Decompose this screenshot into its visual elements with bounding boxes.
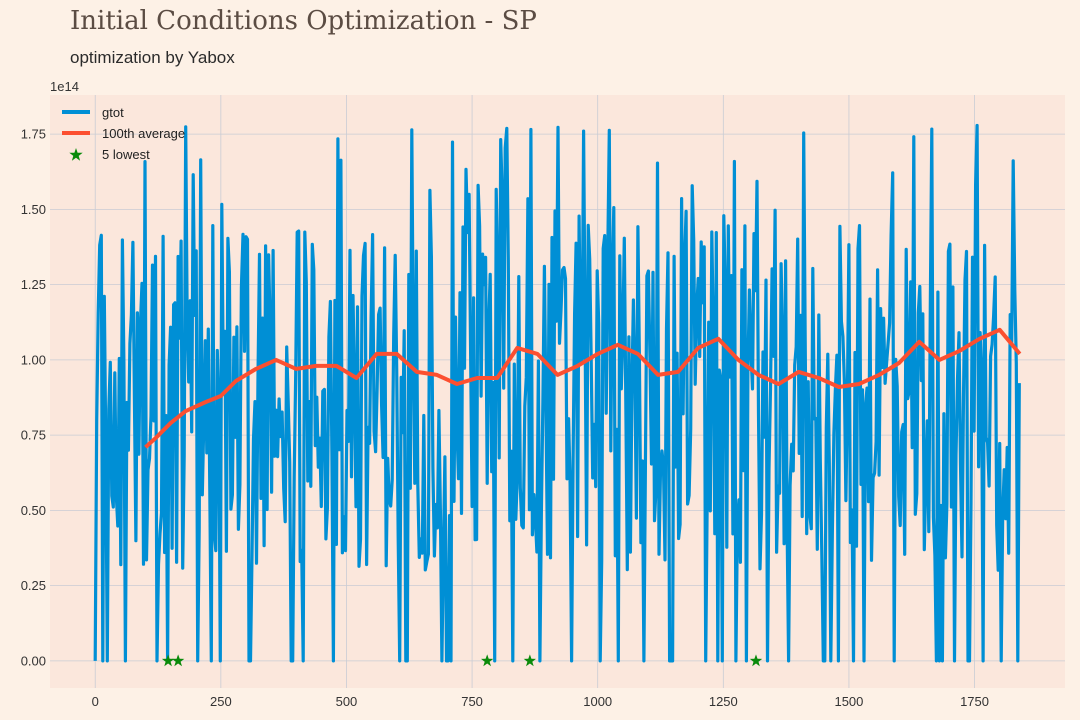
legend-label: 100th average [102, 126, 185, 141]
series-line-100th-average [144, 327, 1022, 449]
series-line-gtot [93, 123, 1021, 663]
legend-swatch-5-lowest [69, 148, 83, 161]
y-tick-label: 1.00 [21, 352, 46, 367]
y-tick-label: 1.75 [21, 127, 46, 142]
x-tick-label: 1750 [960, 694, 989, 709]
lowest-point-marker [749, 654, 763, 667]
lowest-point-marker [171, 654, 185, 667]
y-tick-label: 0.75 [21, 428, 46, 443]
lowest-point-marker [161, 654, 175, 667]
x-tick-label: 1000 [583, 694, 612, 709]
lowest-point-marker [523, 654, 536, 667]
chart-subtitle: optimization by Yabox [70, 48, 235, 67]
legend: gtot 100th average 5 lowest [62, 105, 185, 162]
legend-label: 5 lowest [102, 147, 150, 162]
y-tick-label: 1.50 [21, 202, 46, 217]
y-tick-label: 0.25 [21, 578, 46, 593]
x-tick-label: 1250 [709, 694, 738, 709]
y-axis-offset-label: 1e14 [50, 79, 79, 94]
chart-title: Initial Conditions Optimization - SP [70, 6, 537, 36]
x-tick-label: 0 [92, 694, 99, 709]
y-tick-label: 0.50 [21, 503, 46, 518]
x-tick-label: 750 [461, 694, 483, 709]
x-tick-label: 500 [336, 694, 358, 709]
legend-label: gtot [102, 105, 124, 120]
x-tick-label: 1500 [834, 694, 863, 709]
y-tick-label: 0.00 [21, 653, 46, 668]
y-tick-label: 1.25 [21, 277, 46, 292]
series-layer [93, 123, 1022, 667]
y-axis-tick-labels: 0.00 0.25 0.50 0.75 1.00 1.25 1.50 1.75 [21, 127, 46, 669]
lowest-point-marker [481, 654, 494, 667]
x-tick-label: 250 [210, 694, 232, 709]
x-axis-tick-labels: 0 250 500 750 1000 1250 1500 1750 [92, 694, 989, 709]
